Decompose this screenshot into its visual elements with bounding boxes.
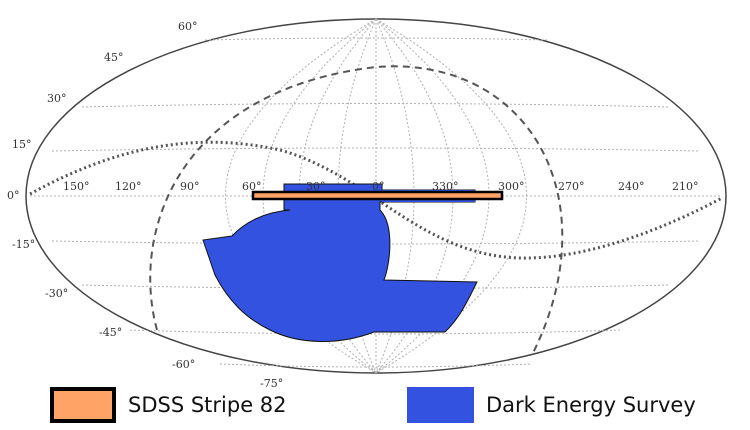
dec-label: -45° <box>99 326 122 339</box>
ra-label: 60° <box>242 180 262 193</box>
dec-label: 0° <box>7 189 20 202</box>
ra-label: 330° <box>432 180 459 193</box>
ra-label: 90° <box>180 180 200 193</box>
ra-label: 300° <box>498 180 525 193</box>
dec-label: 45° <box>104 51 124 64</box>
ra-label: 30° <box>306 180 326 193</box>
stripe82-label: SDSS Stripe 82 <box>128 393 287 417</box>
ra-label: 270° <box>558 180 585 193</box>
ra-label: 210° <box>672 180 699 193</box>
stripe82-swatch <box>50 387 116 423</box>
galactic-plane-line <box>149 65 564 356</box>
des-label: Dark Energy Survey <box>486 393 696 417</box>
dec-label: 30° <box>47 92 67 105</box>
dec-label: 15° <box>12 138 32 151</box>
ra-label: 0° <box>372 180 385 193</box>
legend-des: Dark Energy Survey <box>407 385 696 425</box>
ra-label: 240° <box>618 180 645 193</box>
dec-label: -30° <box>45 287 68 300</box>
sdss-stripe-82 <box>251 190 504 201</box>
dec-label: 60° <box>178 20 198 33</box>
ecliptic-line <box>29 140 723 260</box>
dec-tick-labels: 60° 45° 30° 15° 0° -15° -30° -45° -60° -… <box>7 20 283 390</box>
ra-label: 150° <box>63 180 90 193</box>
legend-stripe82: SDSS Stripe 82 <box>50 385 287 425</box>
ra-tick-labels: 150° 120° 90° 60° 30° 0° 330° 300° 270° … <box>63 180 699 193</box>
dec-label: -15° <box>12 238 35 251</box>
dec-label: -60° <box>172 358 195 371</box>
des-swatch <box>407 387 474 423</box>
des-footprint <box>202 183 478 342</box>
ra-label: 120° <box>115 180 142 193</box>
dec-label: -75° <box>260 377 283 390</box>
